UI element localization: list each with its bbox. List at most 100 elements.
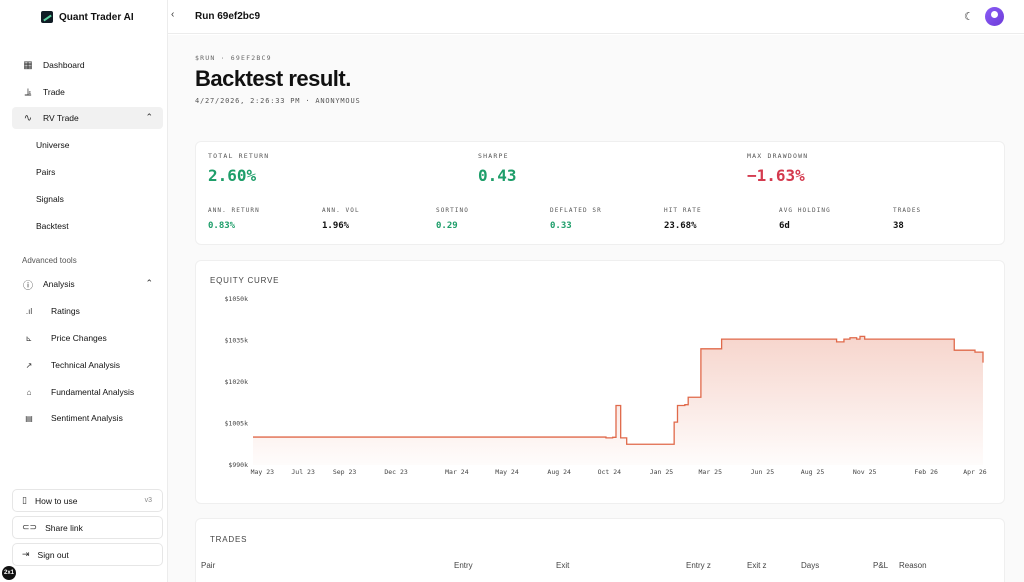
sidebar-item-label: Sentiment Analysis xyxy=(51,413,123,423)
how-to-use-label: How to use xyxy=(34,495,78,506)
sidebar-item-sentiment-analysis[interactable]: ▤ Sentiment Analysis xyxy=(22,413,162,423)
column-header-exit-z[interactable]: Exit z xyxy=(747,561,767,570)
page-title: Backtest result. xyxy=(195,66,351,91)
total-return-stat: TOTAL RETURN 2.60% xyxy=(208,152,269,185)
stat-value: 23.68% xyxy=(664,221,697,231)
sidebar-item-price-changes[interactable]: ⊾ Price Changes xyxy=(22,333,162,343)
stat-label: TOTAL RETURN xyxy=(208,152,270,160)
stat-label: MAX DRAWDOWN xyxy=(747,152,809,160)
x-tick-label: Dec 23 xyxy=(384,468,408,476)
bar-chart-icon: ⫡ xyxy=(24,86,32,98)
stat-value: 0.29 xyxy=(436,221,458,231)
how-to-use-button[interactable]: ▯ How to use v3 xyxy=(12,489,163,512)
chevron-up-icon: ⌃ xyxy=(145,112,153,122)
newspaper-icon: ▤ xyxy=(25,413,33,423)
column-header-days[interactable]: Days xyxy=(801,561,820,570)
column-header-entry[interactable]: Entry xyxy=(454,561,473,570)
x-tick-label: Mar 25 xyxy=(699,468,723,476)
deflated-sr-stat: DEFLATED SR 0.33 xyxy=(550,207,602,231)
x-tick-label: Sep 23 xyxy=(333,468,357,476)
grid-icon: ▦ xyxy=(23,59,33,71)
stat-label: ANN. VOL xyxy=(322,207,360,214)
sidebar-item-trade[interactable]: ⫡ Trade xyxy=(12,81,163,103)
x-tick-label: Mar 24 xyxy=(445,468,469,476)
book-icon: ▯ xyxy=(22,495,27,505)
sidebar: Quant Trader AI ▦ Dashboard ⫡ Trade ∿ RV… xyxy=(0,0,168,582)
sidebar-item-label: Technical Analysis xyxy=(51,360,120,370)
sidebar-item-pairs[interactable]: Pairs xyxy=(36,167,56,177)
sidebar-item-universe[interactable]: Universe xyxy=(36,140,70,150)
stat-label: DEFLATED SR xyxy=(550,207,602,214)
trades-title: TRADES xyxy=(210,535,248,544)
sidebar-item-backtest[interactable]: Backtest xyxy=(36,221,69,231)
ann-vol-stat: ANN. VOL 1.96% xyxy=(322,207,360,231)
column-header-entry-z[interactable]: Entry z xyxy=(686,561,711,570)
sidebar-item-label: Ratings xyxy=(51,306,80,316)
run-kicker: $RUN · 69EF2BC9 xyxy=(195,54,272,62)
stat-label: ANN. RETURN xyxy=(208,207,260,214)
stat-value: 6d xyxy=(779,221,790,231)
sidebar-item-analysis[interactable]: ⓘ Analysis ⌃ xyxy=(12,273,163,295)
stat-value: 0.33 xyxy=(550,221,572,231)
y-tick-label: $1020k xyxy=(225,378,249,386)
line-chart-icon: ⊾ xyxy=(25,333,33,343)
x-tick-label: Apr 26 xyxy=(963,468,987,476)
equity-area xyxy=(253,336,983,465)
sidebar-item-label: Dashboard xyxy=(43,60,85,70)
x-tick-label: Aug 25 xyxy=(801,468,825,476)
avatar[interactable] xyxy=(985,7,1004,26)
stats-card: TOTAL RETURN 2.60% SHARPE 0.43 MAX DRAWD… xyxy=(195,141,1005,245)
sidebar-item-ratings[interactable]: .ıl Ratings xyxy=(22,306,162,316)
pulse-icon: ∿ xyxy=(23,112,33,124)
version-label: v3 xyxy=(144,497,152,504)
column-header-reason[interactable]: Reason xyxy=(899,561,927,570)
x-tick-label: Aug 24 xyxy=(547,468,571,476)
chart-title: EQUITY CURVE xyxy=(210,276,280,285)
equity-line xyxy=(253,335,984,445)
chevron-left-icon[interactable]: ‹ xyxy=(171,9,175,20)
x-tick-label: May 23 xyxy=(251,468,275,476)
x-tick-label: Oct 24 xyxy=(598,468,622,476)
theme-toggle-icon[interactable]: ☾ xyxy=(964,11,974,23)
share-link-button[interactable]: ⊂⊃ Share link xyxy=(12,516,163,539)
advanced-tools-label: Advanced tools xyxy=(22,256,77,265)
column-header-exit[interactable]: Exit xyxy=(556,561,570,570)
sidebar-item-label: Analysis xyxy=(43,279,75,289)
trending-up-icon: ↗ xyxy=(25,360,33,370)
column-header-pnl[interactable]: P&L xyxy=(873,561,889,570)
logout-icon: ⇥ xyxy=(22,549,30,559)
x-tick-label: Nov 25 xyxy=(853,468,877,476)
sidebar-item-signals[interactable]: Signals xyxy=(36,194,64,204)
sidebar-item-technical-analysis[interactable]: ↗ Technical Analysis xyxy=(22,360,162,370)
run-title: Run 69ef2bc9 xyxy=(195,11,261,22)
sidebar-item-label: Fundamental Analysis xyxy=(51,387,135,397)
stat-value: −1.63% xyxy=(747,166,805,185)
stat-value: 0.43 xyxy=(478,166,517,185)
trades-stat: TRADES 38 xyxy=(893,207,921,231)
sidebar-item-label: Price Changes xyxy=(51,333,107,343)
corner-badge: 2x1 xyxy=(2,566,16,580)
chevron-up-icon: ⌃ xyxy=(145,278,153,288)
sign-out-label: Sign out xyxy=(37,549,69,560)
stat-label: TRADES xyxy=(893,207,922,214)
sharpe-stat: SHARPE 0.43 xyxy=(478,152,517,185)
sign-out-button[interactable]: ⇥ Sign out xyxy=(12,543,163,566)
y-tick-label: $1050k xyxy=(225,295,249,303)
stat-label: SHARPE xyxy=(478,152,509,160)
sidebar-item-label: Trade xyxy=(43,87,65,97)
x-tick-label: Jan 25 xyxy=(650,468,674,476)
sidebar-item-dashboard[interactable]: ▦ Dashboard xyxy=(12,54,163,76)
avg-holding-stat: AVG HOLDING 6d xyxy=(779,207,831,231)
sidebar-item-rv-trade[interactable]: ∿ RV Trade ⌃ xyxy=(12,107,163,129)
y-tick-label: $990k xyxy=(228,461,248,469)
column-header-pair[interactable]: Pair xyxy=(201,561,216,570)
stat-label: HIT RATE xyxy=(664,207,702,214)
share-link-label: Share link xyxy=(45,522,83,533)
run-meta: 4/27/2026, 2:26:33 PM · ANONYMOUS xyxy=(195,97,361,105)
bank-icon: ⌂ xyxy=(26,387,32,397)
brand[interactable]: Quant Trader AI xyxy=(41,11,134,23)
logo-icon xyxy=(41,11,53,23)
y-tick-label: $1005k xyxy=(225,420,249,428)
sidebar-item-fundamental-analysis[interactable]: ⌂ Fundamental Analysis xyxy=(22,387,162,397)
link-icon: ⊂⊃ xyxy=(22,522,38,532)
